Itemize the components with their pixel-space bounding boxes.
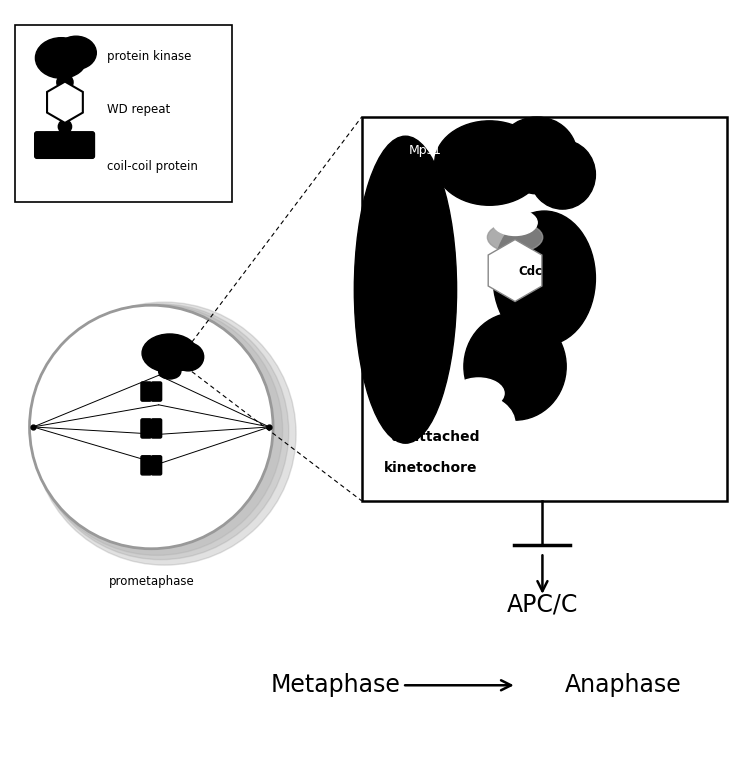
- Ellipse shape: [530, 140, 596, 209]
- Ellipse shape: [493, 210, 537, 236]
- Text: kinetochore: kinetochore: [384, 461, 477, 475]
- Ellipse shape: [56, 36, 96, 70]
- Polygon shape: [47, 82, 83, 123]
- Text: coil-coil protein: coil-coil protein: [107, 160, 198, 173]
- Ellipse shape: [453, 378, 504, 409]
- Ellipse shape: [33, 302, 296, 565]
- Ellipse shape: [159, 365, 181, 379]
- Text: Cdc20: Cdc20: [519, 265, 559, 278]
- FancyBboxPatch shape: [151, 382, 162, 401]
- Ellipse shape: [464, 313, 566, 420]
- Text: unattached: unattached: [391, 431, 480, 444]
- FancyBboxPatch shape: [141, 419, 151, 438]
- FancyBboxPatch shape: [35, 132, 94, 158]
- Text: Anaphase: Anaphase: [565, 673, 682, 697]
- Text: WD repeat: WD repeat: [107, 103, 170, 116]
- Ellipse shape: [58, 120, 72, 133]
- Ellipse shape: [57, 74, 73, 90]
- FancyBboxPatch shape: [141, 382, 151, 401]
- FancyBboxPatch shape: [15, 25, 232, 202]
- Ellipse shape: [497, 117, 577, 194]
- Text: APC/C: APC/C: [507, 592, 578, 616]
- Text: Mps1: Mps1: [409, 144, 442, 157]
- Ellipse shape: [35, 38, 87, 78]
- Ellipse shape: [487, 223, 542, 252]
- Ellipse shape: [354, 136, 457, 443]
- Ellipse shape: [142, 334, 198, 372]
- Text: prometaphase: prometaphase: [108, 575, 194, 587]
- Ellipse shape: [435, 121, 544, 205]
- FancyBboxPatch shape: [141, 456, 151, 475]
- FancyBboxPatch shape: [151, 419, 162, 438]
- Ellipse shape: [493, 211, 596, 346]
- Text: Metaphase: Metaphase: [271, 673, 401, 697]
- Ellipse shape: [173, 343, 204, 371]
- FancyBboxPatch shape: [151, 456, 162, 475]
- Ellipse shape: [442, 395, 515, 453]
- Polygon shape: [489, 240, 542, 302]
- Ellipse shape: [33, 304, 289, 559]
- Circle shape: [30, 305, 273, 549]
- Text: protein kinase: protein kinase: [107, 50, 191, 63]
- Ellipse shape: [32, 305, 283, 556]
- FancyBboxPatch shape: [362, 117, 727, 501]
